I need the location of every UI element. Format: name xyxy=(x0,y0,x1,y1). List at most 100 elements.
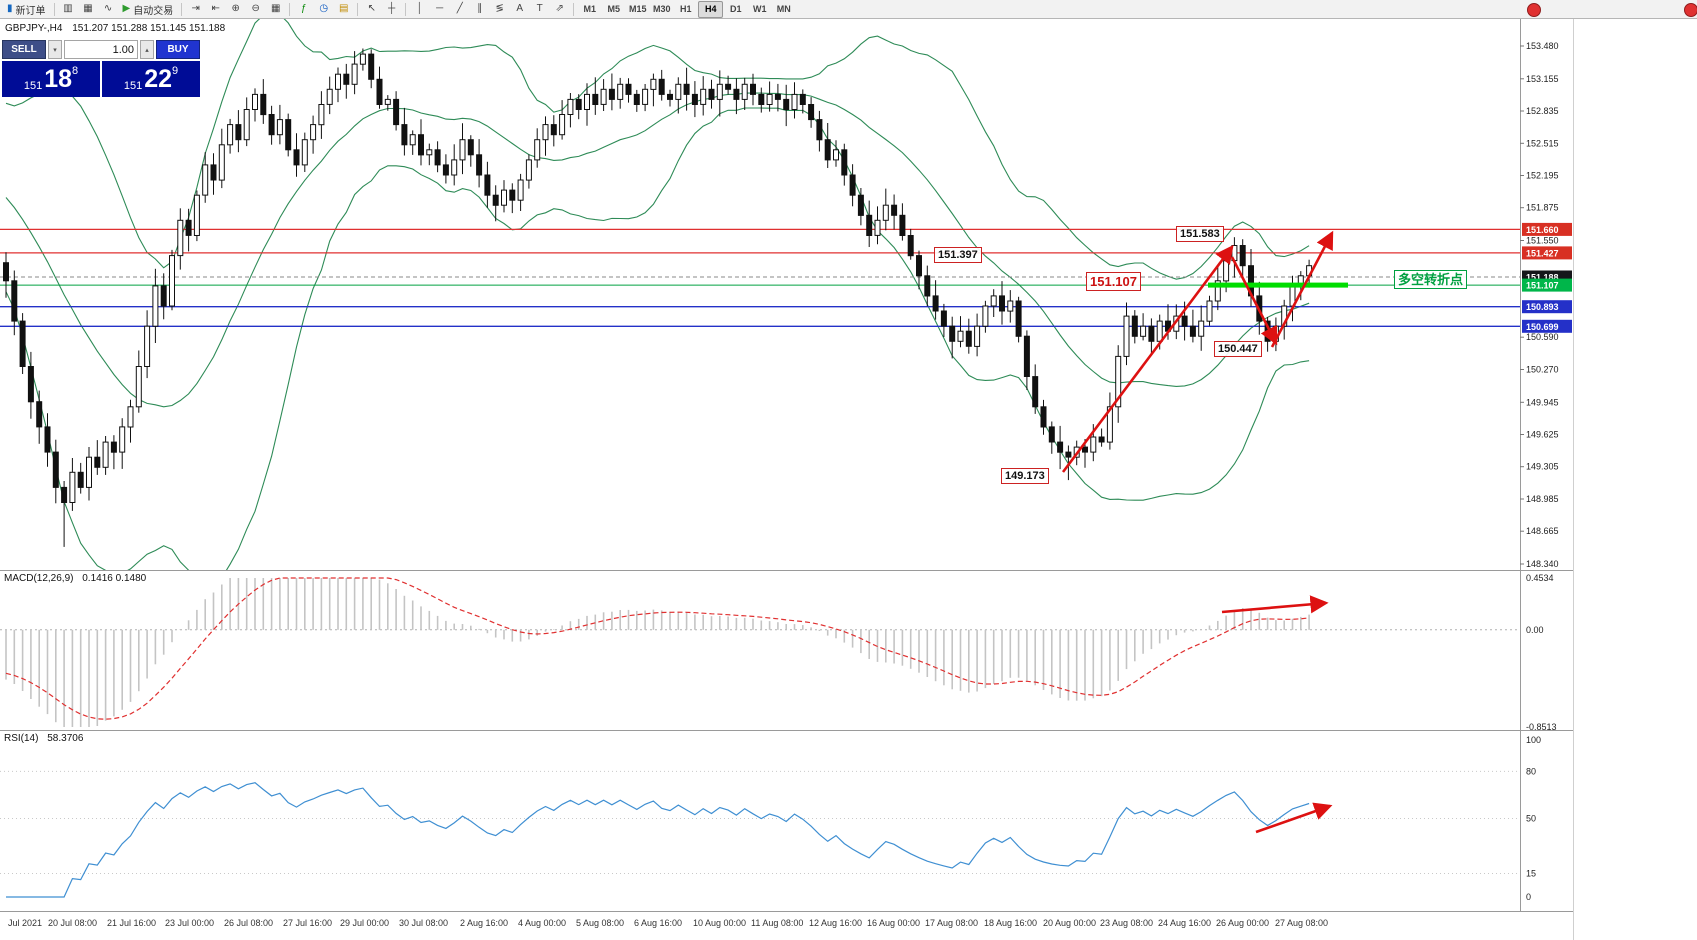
cursor-button[interactable]: ↖ xyxy=(362,2,381,17)
bar-chart-icon: ▥ xyxy=(63,3,73,14)
sell-button[interactable]: SELL xyxy=(2,40,46,59)
buy-button[interactable]: BUY xyxy=(156,40,200,59)
zoom-out-button[interactable]: ⊖ xyxy=(246,2,265,17)
line-chart-button[interactable]: ∿ xyxy=(99,2,118,17)
price-tag: 150.699 xyxy=(1526,322,1559,332)
trend-arrow-4[interactable] xyxy=(1221,595,1329,614)
chart-shift-button[interactable]: ⇤ xyxy=(206,2,225,17)
time-label: 23 Jul 00:00 xyxy=(165,918,214,928)
turning-point-segment[interactable] xyxy=(1208,282,1348,288)
price-tick: 153.155 xyxy=(1526,74,1559,84)
chart-shift-icon: ⇤ xyxy=(211,3,220,14)
tile-windows-button[interactable]: ▦ xyxy=(266,2,285,17)
crosshair-button[interactable]: ┼ xyxy=(382,2,401,17)
indicators-button[interactable]: ƒ xyxy=(294,2,313,17)
timeframe-mn-button[interactable]: MN xyxy=(776,4,791,14)
trend-arrow-5[interactable] xyxy=(1255,802,1333,834)
time-label: 20 Aug 00:00 xyxy=(1043,918,1096,928)
timeframe-m1-button[interactable]: M1 xyxy=(583,4,596,14)
alert-red-icon[interactable] xyxy=(1527,3,1541,17)
time-label: 23 Aug 08:00 xyxy=(1100,918,1153,928)
price-tick: 148.340 xyxy=(1526,559,1559,569)
trend-arrow-3[interactable] xyxy=(1270,230,1334,348)
tile-windows-icon: ▦ xyxy=(270,3,281,14)
buy-quote[interactable]: 151 22 9 xyxy=(102,61,200,97)
macd-layer[interactable] xyxy=(0,577,1520,727)
price-tick: 153.480 xyxy=(1526,41,1559,51)
horizontal-line-button[interactable]: ─ xyxy=(430,2,449,17)
buy-price-prefix: 151 xyxy=(123,80,143,92)
macd-label: MACD(12,26,9) xyxy=(4,573,74,584)
autoscroll-button[interactable]: ⇥ xyxy=(186,2,205,17)
price-tag: 151.660 xyxy=(1526,225,1559,235)
price-tag: 151.188 xyxy=(1526,272,1559,282)
autoscroll-icon: ⇥ xyxy=(191,3,200,14)
price-tick: 149.305 xyxy=(1526,462,1559,472)
trend-arrow-2[interactable] xyxy=(1230,256,1278,346)
bar-chart-button[interactable]: ▥ xyxy=(59,2,78,17)
buy-price-big: 22 xyxy=(144,65,173,93)
price-tick: 152.835 xyxy=(1526,106,1559,116)
timeframe-h4-button[interactable]: H4 xyxy=(698,0,724,18)
bollinger-upper xyxy=(5,19,1310,280)
window-red-icon[interactable] xyxy=(1684,3,1697,17)
periods-button[interactable]: ◷ xyxy=(314,2,333,17)
volume-input[interactable] xyxy=(65,41,137,58)
volume-stepper-icon[interactable]: ▴ xyxy=(140,40,154,59)
templates-icon: ▤ xyxy=(338,3,349,14)
time-label: 4 Aug 00:00 xyxy=(518,918,566,928)
time-label: 29 Jul 00:00 xyxy=(340,918,389,928)
time-label: 18 Aug 16:00 xyxy=(984,918,1037,928)
timeframe-d1-button[interactable]: D1 xyxy=(729,4,742,14)
channel-button[interactable]: ∥ xyxy=(470,2,489,17)
label-button[interactable]: T xyxy=(530,2,549,17)
candle-chart-button[interactable]: ▦ xyxy=(79,2,98,17)
chart-title: GBPJPY-,H4 151.207 151.288 151.145 151.1… xyxy=(5,23,225,34)
price-tag: 150.893 xyxy=(1526,302,1559,312)
rsi-layer[interactable] xyxy=(0,770,1520,898)
sell-quote[interactable]: 151 18 8 xyxy=(2,61,100,97)
timeframe-m30-button[interactable]: M30 xyxy=(652,4,671,14)
timeframe-m15-button[interactable]: M15 xyxy=(628,4,647,14)
timeframe-w1-button[interactable]: W1 xyxy=(752,4,767,14)
sell-caret-icon[interactable]: ▾ xyxy=(48,40,62,59)
price-tick: 150.590 xyxy=(1526,332,1559,342)
trend-arrow-1[interactable] xyxy=(1061,244,1234,473)
price-tick: 149.945 xyxy=(1526,397,1559,407)
vertical-line-button[interactable]: │ xyxy=(410,2,429,17)
trendline-button[interactable]: ╱ xyxy=(450,2,469,17)
macd-tick: 0.00 xyxy=(1526,625,1544,635)
time-label: 2 Aug 16:00 xyxy=(460,918,508,928)
arrow-objects-button[interactable]: ⇗ xyxy=(550,2,569,17)
time-label: 30 Jul 08:00 xyxy=(399,918,448,928)
time-label: 26 Aug 00:00 xyxy=(1216,918,1269,928)
price-tick: 149.625 xyxy=(1526,430,1559,440)
main-chart-layer[interactable] xyxy=(0,12,1520,587)
timeframe-h1-button[interactable]: H1 xyxy=(679,4,692,14)
line-chart-icon: ∿ xyxy=(103,3,113,14)
rsi-line xyxy=(6,782,1310,898)
text-button[interactable]: A xyxy=(510,2,529,17)
fibonacci-button[interactable]: ≶ xyxy=(490,2,509,17)
templates-button[interactable]: ▤ xyxy=(334,2,353,17)
crosshair-icon: ┼ xyxy=(388,3,396,14)
price-tag: 151.107 xyxy=(1526,281,1559,291)
price-tick: 150.270 xyxy=(1526,364,1559,374)
ohlc-values: 151.207 151.288 151.145 151.188 xyxy=(72,23,226,34)
price-tick: 152.195 xyxy=(1526,171,1559,181)
macd-histogram xyxy=(5,578,1310,727)
rsi-tick: 80 xyxy=(1526,766,1536,776)
bollinger-lower xyxy=(5,107,1310,570)
toolbar-separator xyxy=(405,2,407,16)
time-label: 17 Aug 08:00 xyxy=(925,918,978,928)
time-label: 27 Jul 16:00 xyxy=(283,918,332,928)
timeframe-m5-button[interactable]: M5 xyxy=(607,4,620,14)
toolbar-separator xyxy=(573,2,575,16)
time-label: 16 Aug 00:00 xyxy=(867,918,920,928)
zoom-in-button[interactable]: ⊕ xyxy=(226,2,245,17)
time-label: 11 Aug 08:00 xyxy=(751,918,803,928)
auto-trading-button[interactable]: ▶ 自动交易 xyxy=(119,2,178,17)
new-order-button[interactable]: ▮ 新订单 xyxy=(3,2,50,17)
